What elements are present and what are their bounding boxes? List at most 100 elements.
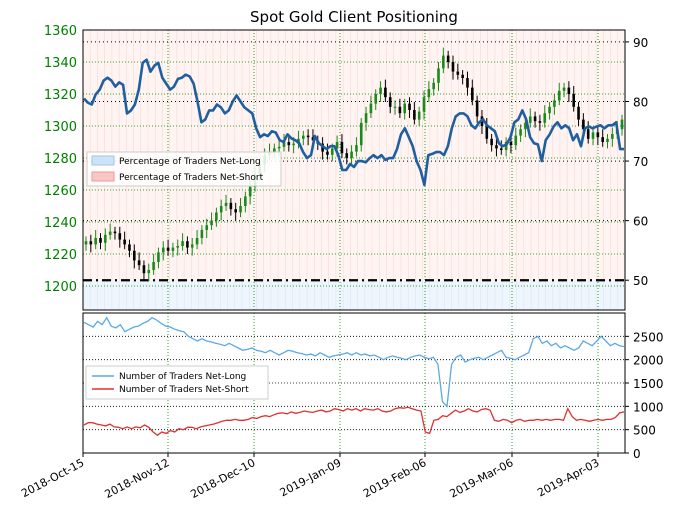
candle-body bbox=[359, 122, 363, 146]
candle-body bbox=[118, 233, 122, 240]
candle-body bbox=[413, 110, 416, 120]
count-tick-label: 2000 bbox=[633, 354, 664, 368]
candle-body bbox=[345, 153, 349, 158]
candle-body bbox=[306, 135, 310, 138]
candle-body bbox=[388, 97, 392, 107]
pct-net-long-line bbox=[83, 58, 624, 187]
candle-body bbox=[466, 78, 469, 88]
candle-body bbox=[166, 247, 170, 251]
candle-body bbox=[161, 247, 165, 253]
count-tick-label: 1500 bbox=[633, 377, 664, 391]
candle-body bbox=[427, 89, 431, 98]
candle-body bbox=[403, 103, 407, 114]
candle-body bbox=[572, 94, 576, 107]
candle-body bbox=[538, 121, 542, 123]
count-tick-label: 1000 bbox=[633, 400, 664, 414]
candle-body bbox=[350, 151, 353, 158]
candle-body bbox=[601, 137, 604, 142]
candle-body bbox=[557, 90, 561, 101]
legend-label-net-short: Percentage of Traders Net-Short bbox=[119, 173, 264, 183]
candle-body bbox=[277, 146, 281, 149]
candle-body bbox=[210, 220, 213, 226]
legend-swatch-net-long bbox=[91, 155, 115, 166]
candle-body bbox=[442, 55, 445, 69]
candle-body bbox=[553, 100, 556, 107]
count-panel-frame bbox=[82, 312, 626, 454]
legend-box bbox=[85, 365, 269, 400]
candle-body bbox=[475, 100, 479, 117]
date-axis: 2018-Oct-15 2018-Nov-12 2018-Dec-10 2019-Ja… bbox=[19, 453, 601, 501]
legend-box bbox=[86, 151, 282, 187]
candle-body bbox=[190, 244, 194, 248]
candle-body bbox=[108, 231, 112, 235]
candle-body bbox=[582, 119, 585, 130]
candle-body bbox=[229, 202, 233, 210]
candle-body bbox=[567, 87, 571, 94]
count-tick-label: 2500 bbox=[633, 330, 664, 344]
candle-body bbox=[335, 142, 339, 149]
candle-body bbox=[219, 206, 223, 213]
candle-body bbox=[273, 148, 276, 152]
date-tick-label: 2019-Mar-06 bbox=[448, 456, 516, 500]
candle-body bbox=[301, 135, 305, 139]
candle-body bbox=[181, 241, 184, 246]
candle-body bbox=[437, 68, 440, 83]
percent-tick-label: 90 bbox=[633, 36, 648, 50]
candle-body bbox=[509, 142, 513, 146]
percent-tick-label: 70 bbox=[633, 155, 648, 169]
candle-body bbox=[586, 129, 590, 139]
candle-body bbox=[123, 239, 126, 245]
price-tick-label: 1260 bbox=[44, 184, 77, 199]
candle-body bbox=[408, 103, 411, 110]
candle-body bbox=[562, 87, 566, 91]
date-tick-label: 2019-Feb-06 bbox=[361, 456, 428, 500]
candle-body bbox=[142, 265, 146, 274]
candle-body bbox=[519, 129, 522, 136]
chart-title: Spot Gold Client Positioning bbox=[250, 8, 458, 26]
candle-body bbox=[417, 111, 421, 120]
candle-body bbox=[195, 238, 199, 245]
candle-body bbox=[611, 134, 614, 139]
date-tick-label: 2019-Jan-09 bbox=[278, 456, 344, 499]
candle-body bbox=[176, 246, 180, 248]
percent-tick-label: 80 bbox=[633, 95, 648, 109]
legend-label-net-long-count: Number of Traders Net-Long bbox=[119, 372, 246, 382]
price-tick-label: 1320 bbox=[44, 88, 77, 103]
net-long-count-line bbox=[83, 316, 625, 408]
candle-body bbox=[287, 142, 291, 146]
candle-body bbox=[326, 151, 329, 155]
candle-body bbox=[200, 230, 204, 238]
candle-body bbox=[186, 241, 189, 248]
price-tick-label: 1340 bbox=[44, 56, 77, 71]
candle-body bbox=[147, 270, 151, 274]
candle-body bbox=[340, 142, 344, 154]
candle-body bbox=[451, 62, 455, 72]
percent-tick-label: 50 bbox=[633, 274, 648, 288]
candle-body bbox=[543, 113, 547, 123]
candle-body bbox=[456, 71, 460, 75]
candle-body bbox=[620, 119, 624, 130]
candle-body bbox=[606, 138, 609, 142]
candle-body bbox=[577, 106, 580, 120]
candle-body bbox=[514, 135, 518, 146]
candle-body bbox=[490, 138, 493, 146]
candle-body bbox=[94, 238, 97, 245]
candle-body bbox=[244, 196, 247, 206]
price-panel-frame bbox=[82, 29, 626, 311]
price-tick-label: 1280 bbox=[44, 152, 77, 167]
candle-body bbox=[224, 202, 228, 206]
candle-body bbox=[548, 106, 551, 114]
candle-body bbox=[113, 231, 117, 234]
candle-body bbox=[446, 55, 450, 62]
candle-body bbox=[591, 132, 595, 139]
candle-body bbox=[495, 145, 498, 149]
percent-tick-label: 60 bbox=[633, 215, 648, 229]
candle-body bbox=[128, 244, 131, 251]
trader-count-legend: Number of Traders Net-Long Number of Tra… bbox=[85, 365, 269, 400]
candle-body bbox=[205, 225, 209, 230]
candle-body bbox=[157, 252, 160, 262]
candle-body bbox=[398, 106, 402, 114]
candle-body bbox=[393, 106, 397, 108]
candle-body bbox=[374, 94, 378, 104]
